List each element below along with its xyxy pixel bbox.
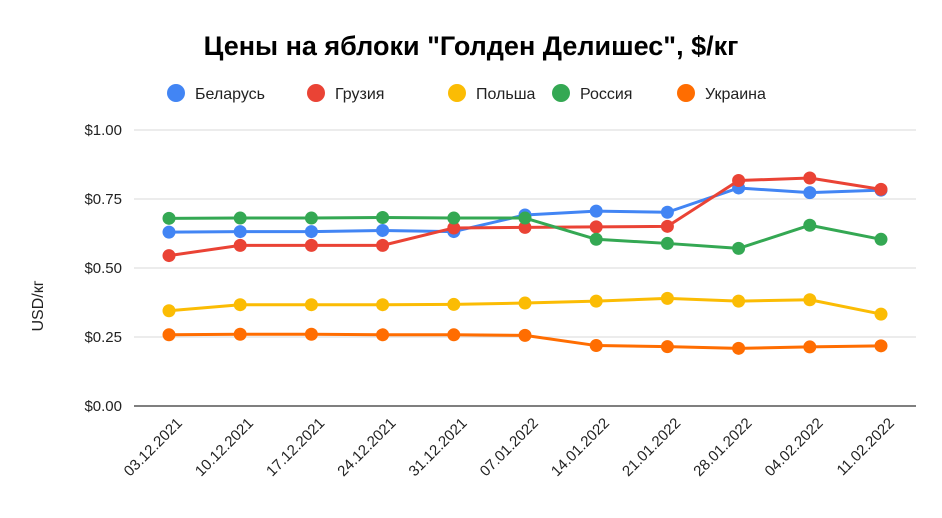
data-point: [376, 210, 390, 224]
y-tick-label: $1.00: [84, 122, 122, 139]
chart-title: Цены на яблоки "Голден Делишес", $/кг: [204, 31, 739, 61]
data-point: [732, 341, 746, 355]
x-tick-label: 31.12.2021: [406, 415, 471, 480]
data-point: [162, 249, 176, 263]
data-point: [376, 238, 390, 252]
legend-item: Грузия: [307, 84, 384, 103]
data-point: [162, 211, 176, 225]
y-tick-label: $0.50: [84, 260, 122, 277]
data-point: [660, 291, 674, 305]
y-tick-label: $0.00: [84, 398, 122, 415]
data-point: [803, 340, 817, 354]
data-point: [447, 297, 461, 311]
x-tick-label: 11.02.2022: [834, 415, 898, 479]
data-series: [162, 171, 888, 355]
legend-marker: [448, 84, 466, 102]
data-point: [589, 220, 603, 234]
series-1: [162, 171, 888, 263]
data-point: [518, 211, 532, 225]
x-tick-label: 14.01.2022: [548, 415, 613, 480]
x-tick-label: 07.01.2022: [477, 415, 542, 480]
data-point: [589, 339, 603, 353]
data-point: [874, 182, 888, 196]
legend-marker: [677, 84, 695, 102]
legend-marker: [167, 84, 185, 102]
data-point: [304, 238, 318, 252]
data-point: [447, 211, 461, 225]
x-tick-label: 28.01.2022: [690, 415, 755, 480]
legend-item: Беларусь: [167, 84, 265, 103]
data-point: [376, 298, 390, 312]
x-tick-label: 21.01.2022: [619, 415, 684, 480]
legend-item: Польша: [448, 84, 536, 103]
x-tick-label: 17.12.2021: [263, 415, 328, 480]
legend-label: Польша: [476, 86, 536, 103]
data-point: [233, 211, 247, 225]
data-point: [304, 327, 318, 341]
legend-marker: [307, 84, 325, 102]
data-point: [874, 232, 888, 246]
y-axis-title: USD/кг: [30, 280, 47, 331]
y-tick-label: $0.25: [84, 329, 122, 346]
data-point: [162, 225, 176, 239]
data-point: [518, 296, 532, 310]
data-point: [660, 340, 674, 354]
data-point: [803, 293, 817, 307]
legend-marker: [552, 84, 570, 102]
data-point: [803, 186, 817, 200]
data-point: [803, 218, 817, 232]
data-point: [732, 241, 746, 255]
data-point: [660, 236, 674, 250]
legend-item: Россия: [552, 84, 632, 103]
data-point: [589, 294, 603, 308]
grid-lines: [134, 129, 916, 407]
chart-legend: Беларусь Грузия Польша Россия Украина: [167, 84, 766, 103]
data-point: [376, 223, 390, 237]
data-point: [233, 298, 247, 312]
data-point: [304, 298, 318, 312]
y-axis-ticks: $0.00 $0.25 $0.50 $0.75 $1.00: [84, 122, 122, 415]
legend-item: Украина: [677, 84, 766, 103]
data-point: [803, 171, 817, 185]
data-point: [874, 307, 888, 321]
data-point: [732, 174, 746, 188]
data-point: [518, 328, 532, 342]
legend-label: Грузия: [335, 86, 384, 103]
data-point: [304, 225, 318, 239]
data-point: [376, 328, 390, 342]
data-point: [447, 328, 461, 342]
series-4: [162, 327, 888, 355]
data-point: [589, 232, 603, 246]
series-2: [162, 291, 888, 321]
legend-label: Беларусь: [195, 86, 265, 103]
data-point: [732, 294, 746, 308]
data-point: [660, 205, 674, 219]
data-point: [589, 204, 603, 218]
x-tick-label: 10.12.2021: [192, 415, 257, 480]
data-point: [233, 238, 247, 252]
data-point: [162, 328, 176, 342]
data-point: [233, 327, 247, 341]
y-tick-label: $0.75: [84, 191, 122, 208]
data-point: [304, 211, 318, 225]
data-point: [874, 339, 888, 353]
data-point: [518, 220, 532, 234]
series-3: [162, 210, 888, 255]
x-tick-label: 03.12.2021: [121, 415, 186, 480]
legend-label: Россия: [580, 86, 632, 103]
x-tick-label: 24.12.2021: [334, 415, 399, 480]
data-point: [233, 225, 247, 239]
data-point: [660, 219, 674, 233]
legend-label: Украина: [705, 86, 766, 103]
x-axis-ticks: 03.12.2021 10.12.2021 17.12.2021 24.12.2021…: [121, 415, 898, 480]
data-point: [162, 304, 176, 318]
x-tick-label: 04.02.2022: [762, 415, 827, 480]
data-point: [447, 221, 461, 235]
